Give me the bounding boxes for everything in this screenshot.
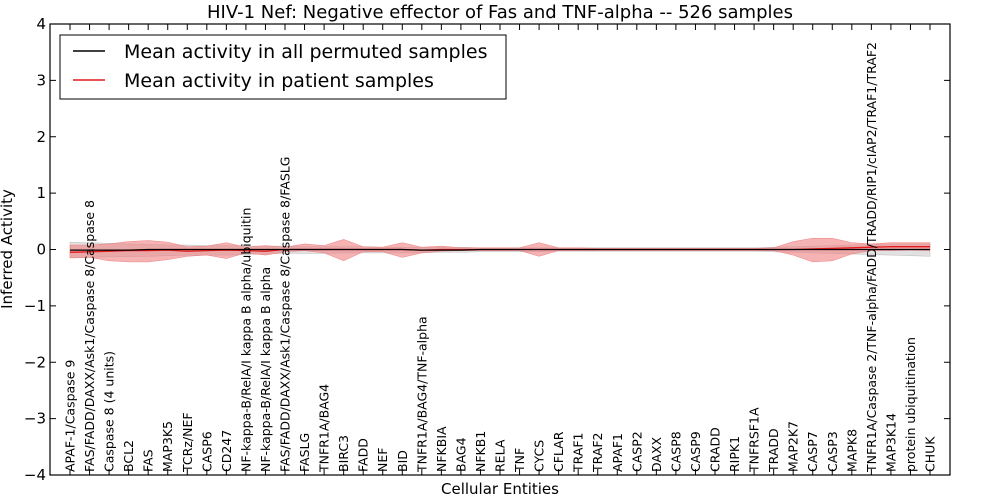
category-label: Caspase 8 (4 units)	[102, 351, 117, 472]
category-label: CYCS	[532, 440, 547, 472]
y-tick-label: 4	[36, 15, 46, 33]
category-label: NFKBIA	[434, 426, 449, 472]
category-label: MAPK8	[844, 429, 859, 472]
category-label: TRADD	[766, 428, 781, 473]
y-axis-ticks: 4 3 2 1 0 −1 −2 −3 −4	[24, 15, 950, 484]
y-tick-label: 3	[36, 71, 46, 89]
legend-label-permuted: Mean activity in all permuted samples	[124, 41, 487, 63]
category-label: FAS/FADD/DAXX/Ask1/Caspase 8/Caspase 8/F…	[278, 157, 293, 472]
category-label: APAF1	[610, 433, 625, 472]
category-label: DAXX	[649, 436, 664, 472]
category-label: TNFR1A/Caspase 2/TNF-alpha/FADD/TRADD/RI…	[864, 42, 879, 473]
category-label: CHUK	[923, 436, 938, 472]
category-label: BAG4	[453, 437, 468, 472]
category-label: NEF	[375, 448, 390, 472]
category-label: NF-kappa-B/RelA/I kappa B alpha/ubiquiti…	[238, 208, 253, 472]
category-label: NFKB1	[473, 431, 488, 472]
category-label: CASP3	[825, 431, 840, 472]
category-label: CASP2	[629, 431, 644, 472]
y-tick-label: −4	[24, 466, 46, 484]
x-axis-ticks	[69, 24, 931, 475]
category-label: CD247	[219, 430, 234, 472]
category-label: CASP6	[199, 431, 214, 472]
legend-label-patient: Mean activity in patient samples	[124, 70, 434, 92]
y-tick-label: 2	[36, 128, 46, 146]
category-label: BCL2	[121, 440, 136, 472]
category-label: TCRz/NEF	[180, 412, 195, 473]
category-label: FASLG	[297, 433, 312, 472]
category-label: TNFRSF1A	[747, 407, 762, 473]
category-label: CRADD	[708, 427, 723, 472]
legend: Mean activity in all permuted samples Me…	[59, 34, 507, 100]
x-axis-label: Cellular Entities	[441, 480, 559, 498]
series-lines	[69, 246, 930, 253]
category-label: FADD	[356, 438, 371, 472]
chart-title: HIV-1 Nef: Negative effector of Fas and …	[207, 2, 793, 23]
category-label: FAS/FADD/DAXX/Ask1/Caspase 8/Caspase 8	[82, 200, 97, 472]
category-label: CFLAR	[551, 431, 566, 472]
y-tick-label: 1	[36, 184, 46, 202]
category-label: TRAF2	[590, 432, 605, 473]
category-label: NF-kappa-B/RelA/I kappa B alpha	[258, 267, 273, 472]
category-label: TNF	[512, 448, 527, 473]
category-label: BIRC3	[336, 435, 351, 472]
category-label: MAP2K7	[786, 421, 801, 472]
category-label: TNFR1A/BAG4/TNF-alpha	[414, 316, 429, 473]
category-label: TNFR1A/BAG4	[317, 384, 332, 473]
category-label: APAF-1/Caspase 9	[63, 360, 78, 472]
category-label: TRAF1	[571, 432, 586, 473]
category-label: MAP3K5	[160, 421, 175, 472]
category-label: CASP8	[668, 431, 683, 472]
category-label: RELA	[493, 439, 508, 472]
category-label: protein ubiquitination	[903, 337, 918, 472]
category-label: MAP3K14	[883, 413, 898, 472]
category-label: BID	[395, 450, 410, 472]
y-tick-label: −3	[24, 410, 46, 428]
series-line-permuted	[70, 248, 930, 251]
category-label: CASP9	[688, 431, 703, 472]
y-axis-label: Inferred Activity	[0, 189, 16, 309]
category-label: FAS	[141, 449, 156, 472]
legend-box	[59, 34, 507, 100]
category-label: CASP7	[805, 431, 820, 472]
y-tick-label: 0	[36, 241, 46, 259]
y-tick-label: −1	[24, 297, 46, 315]
category-labels: APAF-1/Caspase 9 FAS/FADD/DAXX/Ask1/Caspa…	[63, 42, 938, 473]
y-tick-label: −2	[24, 353, 46, 371]
category-label: RIPK1	[727, 436, 742, 472]
